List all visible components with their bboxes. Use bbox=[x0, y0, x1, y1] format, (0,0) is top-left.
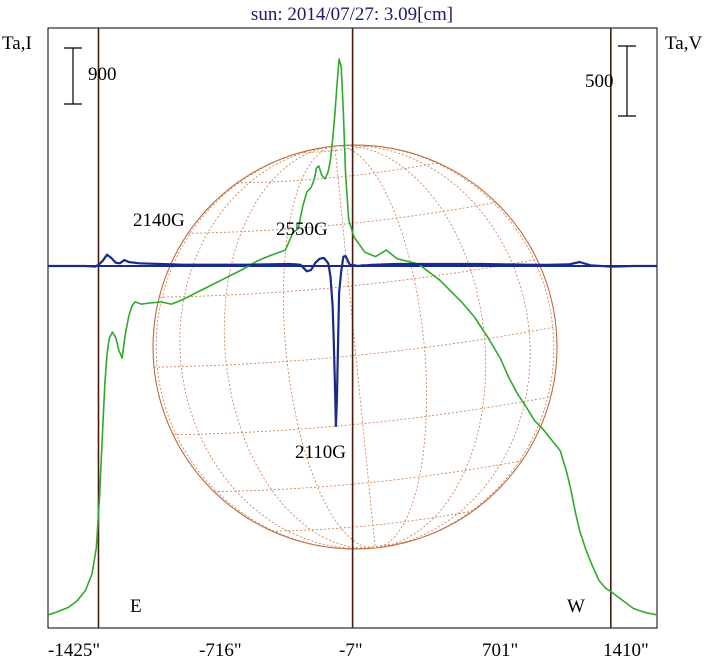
series-group bbox=[47, 58, 658, 616]
longitude-gridline bbox=[334, 145, 428, 549]
x-tick-label: 701" bbox=[482, 640, 518, 661]
latitude-gridline bbox=[172, 396, 551, 436]
longitude-gridline bbox=[334, 145, 376, 549]
scale-bar-intensity-label: 900 bbox=[88, 64, 117, 85]
annotation-2550g: 2550G bbox=[276, 219, 328, 240]
longitude-gridline bbox=[179, 145, 376, 550]
x-tick-label: -7" bbox=[339, 640, 363, 661]
latitude-gridline bbox=[213, 460, 522, 492]
longitude-gridline bbox=[334, 145, 487, 549]
scale-bar-intensity: 900 bbox=[64, 47, 117, 105]
latitude-gridline bbox=[153, 326, 557, 368]
x-tick-label: 1410" bbox=[603, 640, 649, 661]
left-axis-label: Ta,I bbox=[2, 33, 32, 54]
solar-grid bbox=[152, 144, 558, 550]
latitude-gridline bbox=[236, 162, 439, 184]
solar-disk-outline bbox=[152, 144, 558, 550]
longitude-gridline bbox=[334, 144, 531, 549]
chart-title: sun: 2014/07/27: 3.09[cm] bbox=[251, 4, 453, 25]
x-tick-label: -1425" bbox=[48, 640, 100, 661]
limb-label-east: E bbox=[130, 596, 142, 617]
x-tick-label: -716" bbox=[199, 640, 242, 661]
annotation-2110g: 2110G bbox=[295, 442, 346, 463]
scale-bar-polarization-label: 500 bbox=[585, 71, 614, 92]
right-axis-label: Ta,V bbox=[665, 33, 702, 54]
reference-lines bbox=[97, 28, 612, 628]
series-polarization-line bbox=[48, 253, 657, 428]
scale-bar-polarization: 500 bbox=[585, 45, 636, 117]
annotation-2140g: 2140G bbox=[133, 210, 185, 231]
limb-label-west: W bbox=[567, 596, 585, 617]
longitude-gridline bbox=[282, 145, 376, 549]
longitude-gridline bbox=[334, 144, 555, 549]
series-intensity-line bbox=[47, 58, 658, 616]
longitude-gridline bbox=[155, 145, 376, 550]
latitude-gridline bbox=[159, 258, 538, 298]
